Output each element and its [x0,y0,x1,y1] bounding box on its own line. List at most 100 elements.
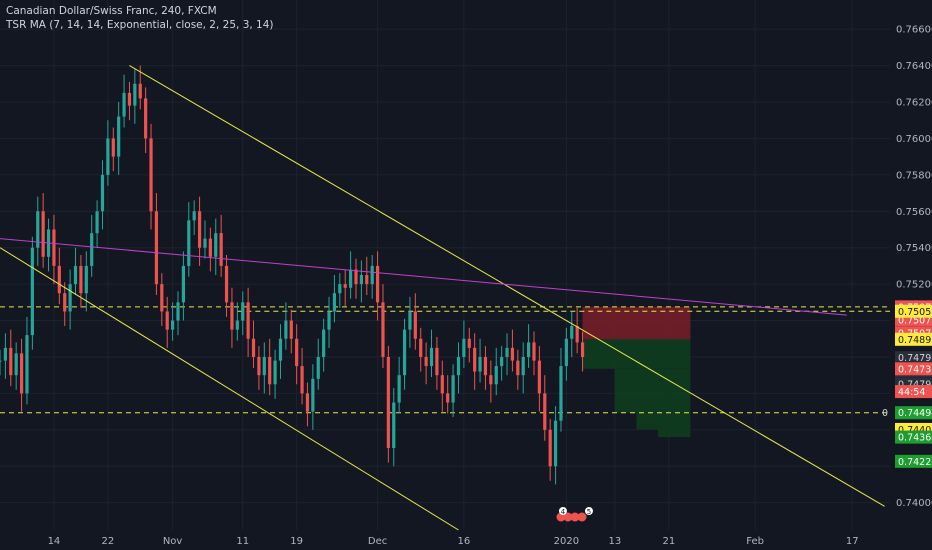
candle-body [19,353,24,394]
price-tag-label: 0.74735 [898,364,932,375]
candle-body [14,353,18,376]
candle-body [138,83,142,99]
candle-body [68,284,72,312]
price-tag-bg [895,362,932,376]
candle-body [127,92,132,106]
candle-body [9,347,13,376]
candle-body [57,265,61,294]
candle-body [559,366,563,421]
axis-zero-label: 0 [882,408,888,419]
trendlines[interactable] [0,65,885,531]
price-axis-label: 0.76600 [896,25,932,36]
candle-body [235,320,239,330]
candle-body [84,265,88,294]
candle-body [305,393,310,412]
candle-body [203,238,207,248]
candle-body [208,238,212,257]
candle-body [197,211,202,248]
candlestick-series [0,65,585,485]
time-axis-label: Dec [368,536,387,547]
upper-channel-line [129,65,885,507]
candle-body [332,293,337,312]
candle-body [171,320,175,330]
time-axis[interactable]: 14 22 Nov 11 19 Dec 16 2020 13 21 Feb 17 [48,536,859,547]
price-tag-label: 0.74795 [898,379,932,390]
candle-body [494,366,498,385]
candle-body [500,356,504,367]
horizontal-levels[interactable] [0,306,890,414]
candle-body [462,338,466,357]
candle-body [176,302,180,321]
candle-body [413,311,417,339]
candle-body [295,338,299,367]
candle-body [106,138,110,175]
candle-body [478,356,482,372]
time-axis-label: 22 [102,536,115,547]
candle-body [3,347,7,361]
candle-body [543,393,547,430]
time-axis-label: 16 [458,536,471,547]
candle-body [580,342,585,357]
candle-body [117,116,121,157]
candle-body [429,347,434,367]
candle-body [510,347,515,361]
candle-body [316,356,320,379]
candle-body [532,342,536,361]
price-tag-label: 0.74897 [898,335,932,346]
candle-body [424,356,428,367]
candle-body [36,211,40,248]
price-tag-label: 0.74227 [898,457,932,468]
candle-body [0,360,2,362]
time-axis-label: 21 [662,536,675,547]
candle-body [392,402,396,449]
candle-body [440,375,444,394]
time-axis-label: 2020 [554,536,579,547]
event-badge-dot [577,512,587,522]
take-profit-zone [614,368,691,413]
candle-body [300,366,304,394]
candle-body [224,265,229,303]
price-tag-bg [895,351,932,365]
candle-body [375,265,380,303]
candle-body [548,429,552,467]
ma-line [0,238,847,316]
candle-body [564,338,568,367]
take-profit-zone [582,339,691,369]
price-tag-bg [895,430,932,444]
candle-body [397,375,401,403]
candle-body [446,393,450,403]
candle-body [257,356,261,376]
candle-body [575,326,579,343]
candle-body [419,338,423,357]
candle-body [100,174,105,212]
price-tags: 0.750750.750750.750740.750510.748970.747… [882,300,932,468]
candle-body [467,338,471,348]
time-axis-label: Feb [746,536,764,547]
candle-body [408,311,412,330]
time-axis-label: 11 [236,536,249,547]
symbol-title: Canadian Dollar/Swiss Franc, 240, FXCM [6,5,217,17]
event-badge-count: 4 [561,508,566,516]
price-tag-label: 44:54 [898,387,925,398]
candle-body [349,269,353,288]
indicator-legend[interactable]: TSR MA (7, 14, 14, Exponential, close, 2… [6,19,274,31]
candle-body [25,335,29,394]
price-tag-bg [895,304,932,318]
candle-body [111,138,115,157]
time-axis-label: 13 [609,536,622,547]
price-tag-bg [895,454,932,468]
price-tag-label: 0.74402 [898,425,932,436]
candle-body [289,320,293,339]
time-axis-label: Nov [163,536,183,547]
candle-body [284,320,288,339]
candle-body [133,83,137,106]
event-badge-count-bg [584,507,593,515]
candle-body [241,302,245,321]
time-axis-label: 19 [290,536,303,547]
position-zones[interactable] [582,306,691,438]
